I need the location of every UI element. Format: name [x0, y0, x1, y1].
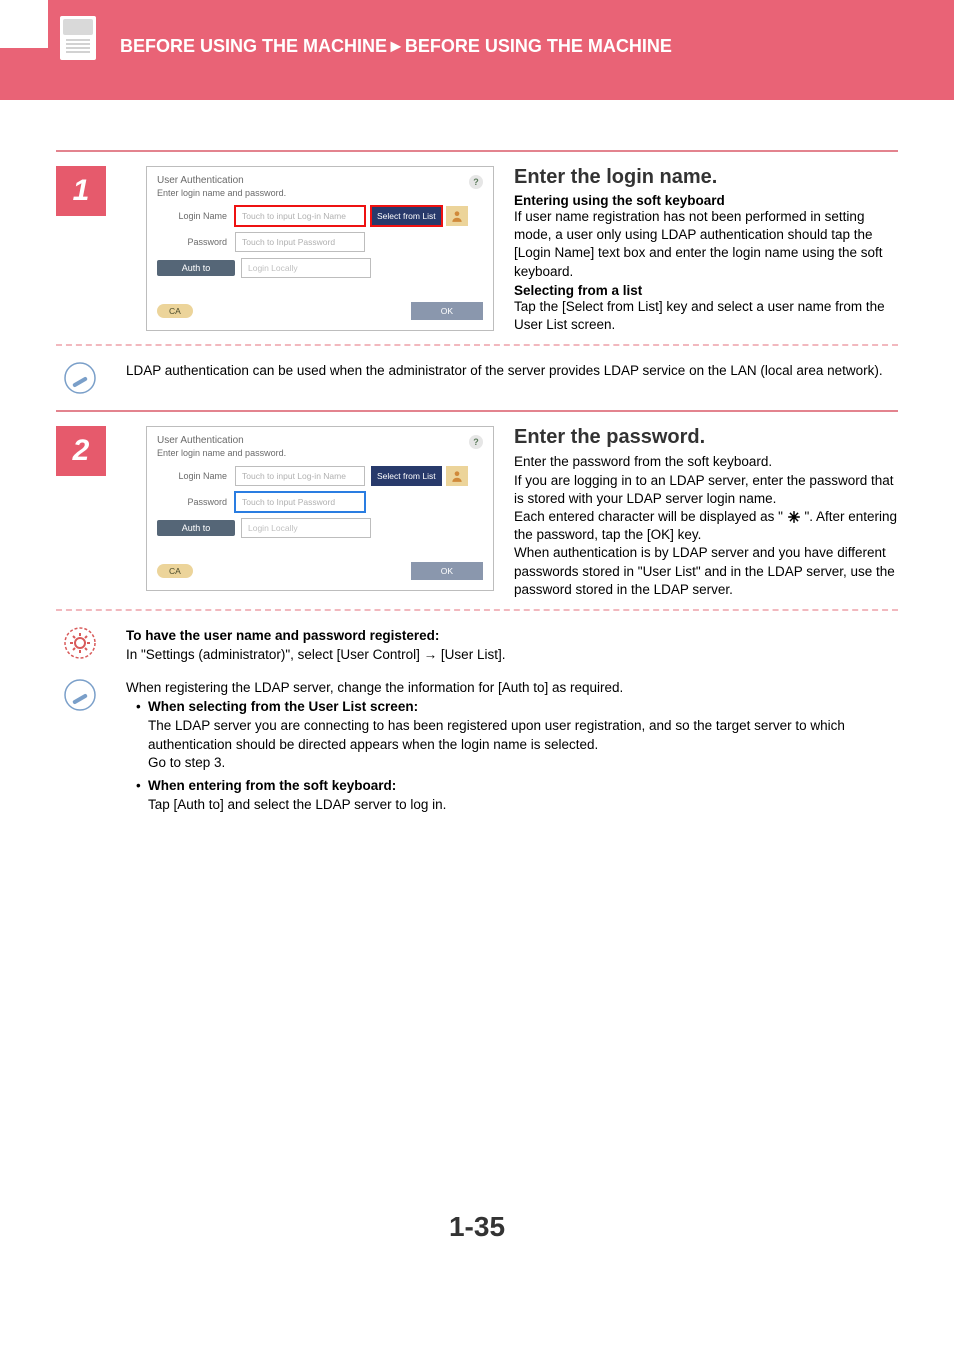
step-1-sub2: Selecting from a list: [514, 283, 898, 298]
note-gear: To have the user name and password regis…: [56, 611, 898, 671]
panel-title: User Authentication: [157, 175, 483, 186]
doc-icon: [60, 16, 96, 60]
select-from-list-button[interactable]: Select from List: [371, 206, 442, 226]
note2-b1a: The LDAP server you are connecting to ha…: [148, 717, 898, 755]
step-2-p1: Enter the password from the soft keyboar…: [514, 453, 898, 471]
ca-button[interactable]: CA: [157, 564, 193, 578]
login-name-label: Login Name: [157, 471, 235, 481]
note2-b2a: Tap [Auth to] and select the LDAP server…: [148, 796, 898, 815]
auth-to-value: Login Locally: [241, 518, 371, 538]
step-2-badge: 2: [56, 426, 106, 476]
user-avatar-button[interactable]: [446, 466, 468, 486]
step-1-sub1: Entering using the soft keyboard: [514, 193, 898, 208]
step-2-p4: When authentication is by LDAP server an…: [514, 544, 898, 599]
note2-b1b: Go to step 3.: [148, 754, 898, 773]
step-1-p1: If user name registration has not been p…: [514, 208, 898, 281]
bullet-icon: •: [136, 777, 148, 815]
auth-to-button[interactable]: Auth to: [157, 520, 235, 536]
breadcrumb-b: BEFORE USING THE MACHINE: [405, 36, 672, 56]
header-corner: [0, 0, 48, 48]
auth-to-value: Login Locally: [241, 258, 371, 278]
help-icon[interactable]: ?: [469, 435, 483, 449]
step-1-heading: Enter the login name.: [514, 166, 898, 189]
panel-subtitle: Enter login name and password.: [157, 448, 483, 458]
breadcrumb: BEFORE USING THE MACHINE►BEFORE USING TH…: [120, 36, 672, 57]
ok-button[interactable]: OK: [411, 302, 483, 320]
note2-intro: When registering the LDAP server, change…: [126, 679, 898, 698]
note-gear-title: To have the user name and password regis…: [126, 627, 898, 646]
user-icon: [450, 469, 464, 483]
note2-b1-title: When selecting from the User List screen…: [148, 699, 418, 714]
step-2-p3a: Each entered character will be displayed…: [514, 509, 787, 524]
breadcrumb-arrow-icon: ►: [387, 36, 405, 56]
password-input[interactable]: Touch to Input Password: [235, 232, 365, 252]
pencil-note-icon: [64, 679, 96, 711]
login-name-label: Login Name: [157, 211, 235, 221]
help-icon[interactable]: ?: [469, 175, 483, 189]
login-name-input[interactable]: Touch to input Log-in Name: [235, 206, 365, 226]
step-1-text: Enter the login name. Entering using the…: [514, 166, 898, 334]
login-name-input[interactable]: Touch to input Log-in Name: [235, 466, 365, 486]
bullet-icon: •: [136, 698, 148, 774]
page-header: BEFORE USING THE MACHINE►BEFORE USING TH…: [0, 0, 954, 100]
password-label: Password: [157, 497, 235, 507]
password-input[interactable]: Touch to Input Password: [235, 492, 365, 512]
pencil-note-icon: [64, 362, 96, 394]
ok-button[interactable]: OK: [411, 562, 483, 580]
note-auth-to: When registering the LDAP server, change…: [56, 671, 898, 831]
step-2-heading: Enter the password.: [514, 426, 898, 449]
select-from-list-button[interactable]: Select from List: [371, 466, 442, 486]
auth-panel-1: ? User Authentication Enter login name a…: [146, 166, 494, 331]
gear-note-icon: [64, 627, 96, 659]
step-2-p3: Each entered character will be displayed…: [514, 508, 898, 544]
page-number: 1-35: [56, 1211, 898, 1273]
note2-b2-title: When entering from the soft keyboard:: [148, 778, 396, 793]
breadcrumb-a: BEFORE USING THE MACHINE: [120, 36, 387, 56]
step-2-text: Enter the password. Enter the password f…: [514, 426, 898, 599]
note-ldap-text: LDAP authentication can be used when the…: [126, 362, 898, 381]
note-gear-text: In "Settings (administrator)", select [U…: [126, 646, 898, 665]
panel-title: User Authentication: [157, 435, 483, 446]
user-avatar-button[interactable]: [446, 206, 468, 226]
panel-subtitle: Enter login name and password.: [157, 188, 483, 198]
step-1-badge: 1: [56, 166, 106, 216]
step-1-p2: Tap the [Select from List] key and selec…: [514, 298, 898, 334]
note-ldap: LDAP authentication can be used when the…: [56, 346, 898, 410]
user-icon: [450, 209, 464, 223]
auth-panel-2: ? User Authentication Enter login name a…: [146, 426, 494, 591]
step-2: 2 ? User Authentication Enter login name…: [56, 412, 898, 599]
ca-button[interactable]: CA: [157, 304, 193, 318]
step-1: 1 ? User Authentication Enter login name…: [56, 152, 898, 334]
step-2-p2: If you are logging in to an LDAP server,…: [514, 472, 898, 508]
auth-to-button[interactable]: Auth to: [157, 260, 235, 276]
asterisk-icon: [787, 510, 801, 524]
password-label: Password: [157, 237, 235, 247]
